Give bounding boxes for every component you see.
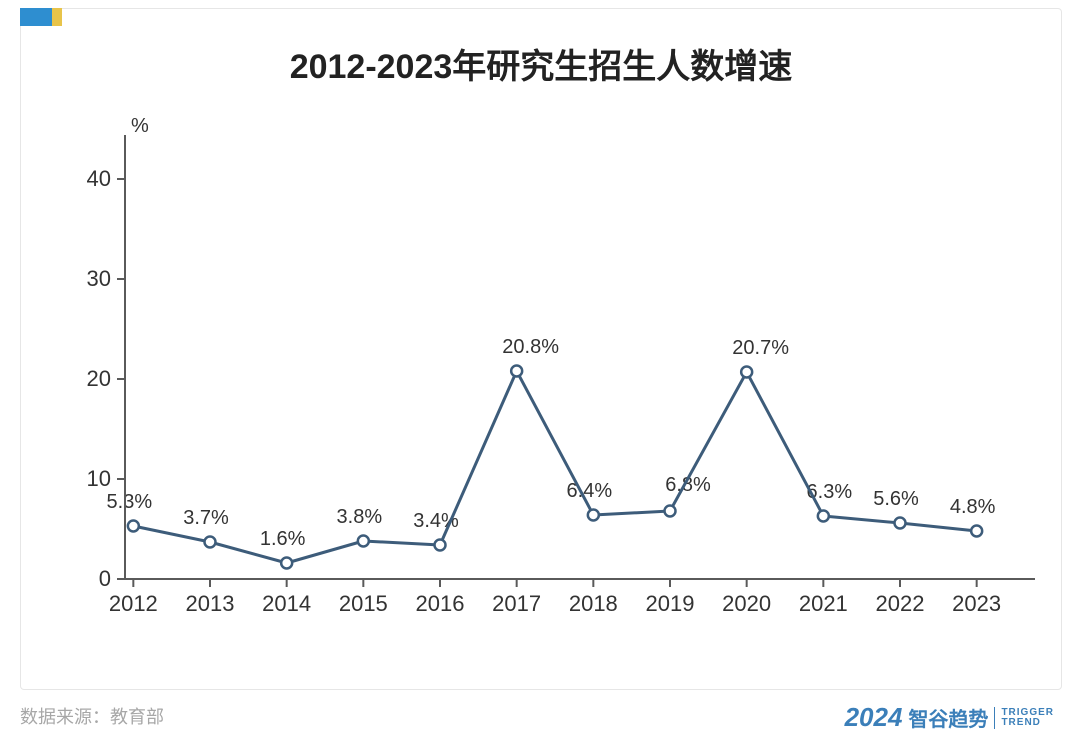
y-tick-label: 20 — [51, 366, 111, 392]
data-point — [358, 536, 369, 547]
x-tick-label: 2012 — [109, 591, 158, 617]
decor-block-blue — [20, 8, 52, 26]
y-axis-unit: % — [131, 115, 149, 138]
corner-decor — [20, 8, 62, 26]
chart-plot-area: 010203040%201220132014201520162017201820… — [125, 159, 1045, 579]
chart-title: 2012-2023年研究生招生人数增速 — [21, 39, 1061, 88]
data-point — [971, 526, 982, 537]
data-point — [511, 366, 522, 377]
chart-card: 2012-2023年研究生招生人数增速 010203040%2012201320… — [20, 8, 1062, 690]
x-tick-label: 2017 — [492, 591, 541, 617]
decor-block-yellow — [52, 8, 62, 26]
y-tick-label: 40 — [51, 166, 111, 192]
x-tick-label: 2022 — [876, 591, 925, 617]
brand-en-line2: TREND — [1001, 718, 1054, 728]
x-tick-label: 2023 — [952, 591, 1001, 617]
x-tick-label: 2020 — [722, 591, 771, 617]
data-point — [205, 537, 216, 548]
brand-name: 智谷趋势 — [908, 703, 988, 732]
x-tick-label: 2014 — [262, 591, 311, 617]
x-tick-label: 2021 — [799, 591, 848, 617]
data-point — [281, 558, 292, 569]
data-point — [128, 521, 139, 532]
chart-svg — [125, 159, 1045, 579]
data-line — [133, 371, 976, 563]
data-source-label: 数据来源：教育部 — [20, 703, 164, 729]
x-tick-label: 2015 — [339, 591, 388, 617]
data-point — [818, 511, 829, 522]
y-tick-label: 0 — [51, 566, 111, 592]
brand-en: TRIGGER TREND — [1001, 708, 1054, 728]
brand-badge: 2024 智谷趋势 TRIGGER TREND — [845, 702, 1054, 733]
data-point — [665, 506, 676, 517]
x-tick-label: 2016 — [416, 591, 465, 617]
data-point — [588, 510, 599, 521]
y-tick-label: 30 — [51, 266, 111, 292]
data-point — [741, 367, 752, 378]
data-point — [895, 518, 906, 529]
x-tick-label: 2013 — [186, 591, 235, 617]
x-tick-label: 2018 — [569, 591, 618, 617]
brand-separator — [994, 707, 995, 729]
y-tick-label: 10 — [51, 466, 111, 492]
brand-en-line1: TRIGGER — [1001, 708, 1054, 718]
x-tick-label: 2019 — [646, 591, 695, 617]
brand-year: 2024 — [845, 702, 903, 733]
data-point — [435, 540, 446, 551]
